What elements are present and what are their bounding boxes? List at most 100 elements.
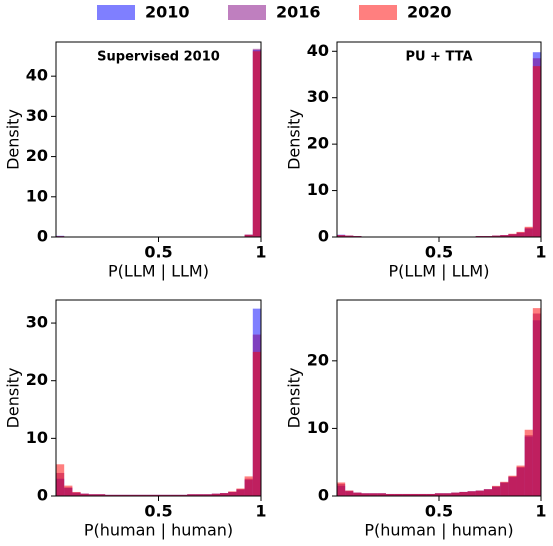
y-tick-label: 10 (26, 186, 48, 205)
y-tick-label: 10 (26, 428, 48, 447)
hist-bar (97, 494, 106, 496)
hist-bar (179, 494, 188, 496)
y-tick-label: 0 (318, 486, 329, 505)
x-tick-label: 0.5 (425, 243, 453, 262)
hist-bar (353, 492, 362, 496)
hist-bar (252, 351, 261, 496)
hist-bar (345, 235, 354, 237)
hist-bar (385, 493, 395, 496)
y-tick-label: 10 (307, 418, 329, 437)
x-tick-label: 0.5 (144, 502, 172, 521)
x-tick-label: 0.5 (425, 502, 453, 521)
hist-bar (467, 491, 476, 496)
hist-bar (508, 475, 517, 496)
hist-bar (228, 491, 237, 496)
hist-bar (500, 235, 509, 237)
legend-swatch (97, 5, 135, 20)
hist-bar (516, 231, 525, 237)
hist-bar (146, 494, 155, 496)
axes-frame (336, 299, 542, 497)
hist-bar (459, 491, 468, 496)
hist-bar (113, 494, 122, 496)
y-tick-label: 20 (307, 350, 329, 369)
hist-bar (394, 493, 403, 496)
legend-label: 2020 (407, 3, 452, 22)
hist-bar (434, 493, 444, 496)
hist-bar (129, 494, 138, 496)
hist-bar (244, 234, 253, 237)
y-axis-label: Density (285, 368, 304, 429)
x-tick-label: 0.5 (144, 243, 172, 262)
hist-bar (56, 464, 65, 496)
y-tick-label: 40 (26, 66, 48, 85)
hist-bar (426, 493, 435, 496)
hist-bar (154, 494, 163, 496)
hist-bar (211, 493, 220, 496)
hist-bar (516, 465, 525, 496)
panel-title: Supervised 2010 (97, 50, 220, 65)
y-axis-label: Density (285, 109, 304, 170)
hist-bar (532, 308, 541, 496)
hist-bar (187, 494, 196, 496)
hist-bar (475, 490, 484, 496)
hist-bar (88, 494, 97, 496)
hist-bar (195, 494, 204, 496)
axes-frame (336, 41, 542, 238)
legend-swatch (359, 5, 397, 20)
hist-bar (203, 494, 212, 496)
y-tick-label: 30 (26, 106, 48, 125)
y-tick-label: 30 (26, 313, 48, 332)
hist-bar (345, 490, 354, 496)
panel-title: PU + TTA (405, 50, 472, 65)
x-axis-label: P(LLM | LLM) (108, 262, 209, 281)
y-axis-label: Density (4, 109, 23, 170)
hist-bar (361, 493, 370, 496)
hist-bar (337, 235, 346, 237)
y-tick-label: 0 (37, 486, 48, 505)
hist-bar (524, 429, 533, 496)
x-tick-label: 1 (255, 502, 266, 521)
x-axis-label: P(human | human) (364, 521, 513, 540)
y-tick-label: 10 (307, 180, 329, 199)
hist-bar (64, 485, 73, 496)
hist-bar (500, 481, 509, 496)
x-tick-label: 1 (535, 502, 546, 521)
hist-bar (377, 493, 386, 496)
y-tick-label: 30 (307, 87, 329, 106)
y-axis-label: Density (4, 368, 23, 429)
axes-frame (55, 299, 262, 497)
hist-bar (72, 491, 81, 496)
legend-label: 2010 (145, 3, 190, 22)
hist-bar (121, 494, 130, 496)
hist-bar (369, 493, 378, 496)
hist-bar (80, 493, 89, 496)
hist-bar (236, 488, 245, 496)
x-axis-label: P(human | human) (84, 521, 233, 540)
hist-bar (252, 51, 261, 237)
hist-bar (418, 493, 427, 496)
hist-bar (402, 493, 411, 496)
x-tick-label: 1 (255, 243, 266, 262)
hist-bar (483, 489, 493, 496)
hist-bar (532, 66, 541, 238)
hist-bar (244, 476, 253, 496)
hist-bar (492, 485, 501, 496)
hist-bar (337, 482, 346, 496)
y-tick-label: 20 (26, 146, 48, 165)
hist-bar (443, 493, 452, 496)
hist-bar (524, 226, 533, 237)
x-axis-label: P(LLM | LLM) (389, 262, 490, 281)
y-tick-label: 0 (37, 227, 48, 246)
x-tick-label: 1 (535, 243, 546, 262)
y-tick-label: 20 (307, 134, 329, 153)
hist-bar (492, 235, 501, 237)
legend-label: 2016 (276, 3, 321, 22)
hist-bar (105, 494, 114, 496)
hist-bar (170, 494, 179, 496)
y-tick-label: 20 (26, 370, 48, 389)
legend-swatch (228, 5, 266, 20)
y-tick-label: 0 (318, 227, 329, 246)
hist-bar (220, 493, 229, 496)
hist-bar (138, 494, 147, 496)
